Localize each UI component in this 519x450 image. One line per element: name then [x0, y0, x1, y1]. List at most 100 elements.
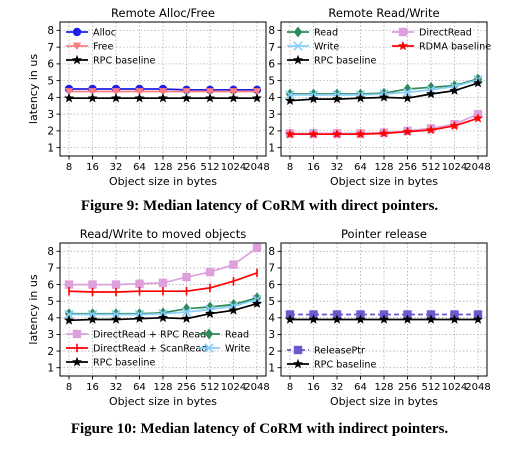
x-tick-label: 2048	[465, 382, 490, 393]
y-tick-label: 5	[268, 75, 275, 87]
x-tick-label: 16	[307, 162, 320, 173]
data-point	[229, 260, 237, 268]
legend-item-1: ReleasePtr	[287, 346, 365, 357]
legend-label: Alloc	[93, 28, 116, 39]
x-tick-label: 8	[66, 382, 72, 393]
series-3	[64, 93, 262, 103]
x-tick-label: 32	[110, 162, 123, 173]
legend-marker	[72, 357, 82, 366]
y-tick-label: 8	[268, 25, 275, 37]
x-tick-label: 32	[331, 382, 344, 393]
figure-10-caption: Figure 10: Median latency of CoRM with i…	[0, 421, 519, 438]
data-point	[252, 93, 262, 103]
y-tick-label: 8	[268, 246, 275, 258]
legend-label: RPC baseline	[314, 56, 376, 67]
x-tick-label: 1024	[221, 382, 246, 393]
x-tick-label: 16	[307, 382, 320, 393]
data-point	[135, 280, 143, 288]
y-tick-label: 2	[47, 126, 54, 138]
x-tick-label: 512	[200, 382, 219, 393]
gridlines	[281, 243, 487, 376]
x-tick-label: 64	[354, 382, 367, 393]
y-tick-label: 3	[47, 329, 54, 341]
data-point	[205, 93, 215, 103]
chart-title: Remote Read/Write	[328, 6, 439, 20]
legend-marker	[399, 28, 407, 36]
x-tick-label: 64	[133, 382, 146, 393]
chart-panel-3: 123456788 16 32 64 128 256 512 10242048Read/Wri…	[27, 227, 270, 408]
y-tick-label: 3	[268, 109, 275, 121]
legend-label: Read	[225, 330, 249, 341]
legend-label: RDMA baseline	[419, 42, 491, 53]
y-tick-label: 7	[268, 42, 275, 54]
y-tick-label: 4	[268, 92, 275, 104]
x-tick-label: 256	[398, 382, 417, 393]
y-tick-label: 7	[47, 263, 54, 275]
legend-label: DirectRead + RPC Read	[93, 330, 206, 341]
y-tick-label: 4	[47, 92, 54, 104]
legend-marker	[73, 330, 81, 338]
chart-panel-1: 123456788 16 32 64 128 256 512 10242048Remote A…	[27, 6, 270, 188]
legend-label: RPC baseline	[93, 56, 155, 67]
legend-label: DirectRead + ScanRead	[93, 344, 207, 355]
y-tick-label: 5	[268, 296, 275, 308]
legend: Alloc Free RPC baseline	[66, 28, 155, 67]
x-tick-label: 8	[287, 382, 293, 393]
y-tick-label: 2	[268, 346, 275, 358]
legend-item-2: DirectRead	[392, 28, 472, 39]
y-tick-label: 6	[268, 279, 275, 291]
x-tick-label: 16	[86, 162, 99, 173]
x-tick-label: 64	[354, 162, 367, 173]
legend: DirectRead + RPC Read Read DirectRead + Sc…	[66, 329, 250, 369]
x-tick-label: 256	[177, 162, 196, 173]
y-tick-label: 3	[268, 329, 275, 341]
y-tick-label: 6	[268, 59, 275, 71]
x-tick-label: 256	[177, 382, 196, 393]
y-tick-label: 2	[268, 126, 275, 138]
legend-item-1: Alloc	[66, 28, 116, 39]
legend-item-2: Free	[66, 42, 113, 53]
x-tick-label: 512	[200, 162, 219, 173]
legend-item-3: Write	[287, 42, 339, 53]
x-tick-label: 512	[421, 162, 440, 173]
legend-marker	[294, 27, 302, 38]
y-tick-label: 4	[47, 313, 54, 325]
chart-title: Pointer release	[341, 227, 427, 241]
legend-item-3: RPC baseline	[66, 55, 155, 67]
legend-item-3: DirectRead + ScanRead	[66, 344, 207, 355]
legend-item-4: RDMA baseline	[392, 41, 491, 53]
legend-marker	[398, 41, 408, 50]
x-tick-label: 256	[398, 162, 417, 173]
y-tick-label: 2	[47, 346, 54, 358]
chart-title: Remote Alloc/Free	[111, 6, 215, 20]
y-tick-label: 4	[268, 313, 275, 325]
legend-item-2: RPC baseline	[287, 359, 376, 371]
x-tick-label: 64	[133, 162, 146, 173]
data-point	[111, 93, 121, 103]
y-tick-label: 6	[47, 59, 54, 71]
data-point	[88, 280, 96, 288]
data-point	[111, 314, 121, 324]
x-tick-label: 128	[153, 382, 172, 393]
legend: ReleasePtr RPC baseline	[287, 346, 376, 371]
y-tick-label: 8	[47, 25, 54, 37]
chart-panel-4: 123456788 16 32 64 128 256 512 10242048Pointer …	[268, 227, 490, 408]
legend-label: Write	[314, 42, 339, 53]
figure-9-caption: Figure 9: Median latency of CoRM with di…	[0, 198, 519, 215]
legend-marker	[293, 55, 303, 64]
legend-label: Free	[93, 42, 113, 53]
legend-label: RPC baseline	[314, 360, 376, 371]
legend-item-5: RPC baseline	[66, 357, 155, 369]
x-tick-label: 32	[110, 382, 123, 393]
y-tick-label: 5	[47, 296, 54, 308]
x-tick-label: 16	[86, 382, 99, 393]
legend: Read DirectReadWrite RDMA baselineRPC base…	[287, 27, 491, 67]
y-axis-label: latency in us	[27, 54, 40, 124]
y-tick-label: 7	[47, 42, 54, 54]
x-tick-label: 2048	[244, 162, 269, 173]
y-tick-label: 8	[47, 246, 54, 258]
x-tick-label: 128	[374, 382, 393, 393]
legend-label: DirectRead	[419, 28, 472, 39]
y-tick-label: 1	[268, 362, 275, 374]
